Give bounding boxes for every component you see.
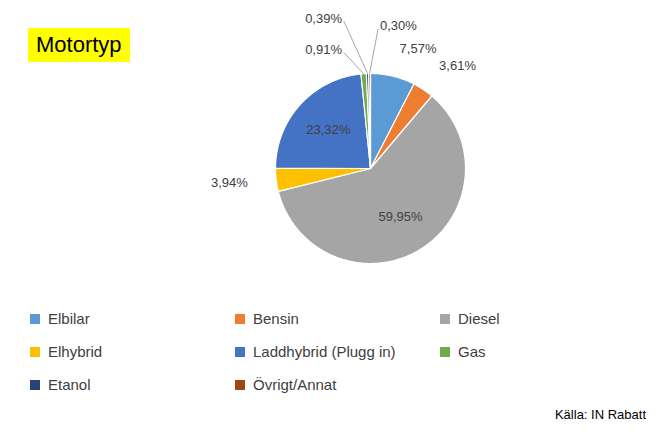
svg-text:23,32%: 23,32% [306,122,351,137]
html-text:Övrigt/Annat: Övrigt/Annat [253,376,337,393]
svg-text:0,39%: 0,39% [305,11,342,26]
svg-text:3,61%: 3,61% [439,58,476,73]
html-text:Elbilar: Elbilar [48,310,90,327]
svg-text:0,30%: 0,30% [380,18,417,33]
svg-text:0,91%: 0,91% [305,42,342,57]
svg-text:59,95%: 59,95% [379,209,424,224]
html-text:Diesel: Diesel [458,310,500,327]
html-text:Gas: Gas [458,343,486,360]
html-text:Etanol: Etanol [48,376,91,393]
html-text:Elhybrid: Elhybrid [48,343,103,360]
svg-text:7,57%: 7,57% [400,41,437,56]
html-text:Motortyp: Motortyp [36,32,122,57]
svg-text:3,94%: 3,94% [211,175,248,190]
html-text:Laddhybrid (Plugg in): Laddhybrid (Plugg in) [253,343,396,360]
html-text:Bensin: Bensin [253,310,299,327]
html-text:Källa: IN Rabatt: Källa: IN Rabatt [555,407,646,422]
